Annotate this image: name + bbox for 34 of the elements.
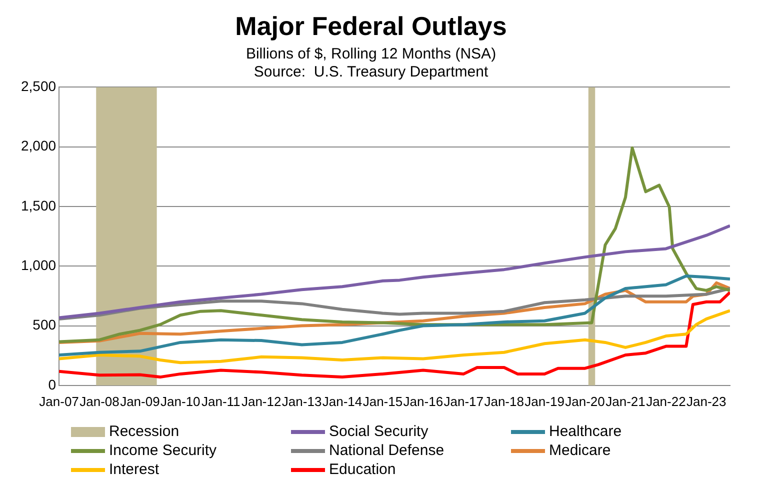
y-tick-label: 2,500 [20, 78, 56, 94]
legend-label: Interest [109, 461, 160, 478]
x-tick-label: Jan-21 [606, 394, 646, 409]
x-tick-label: Jan-07 [39, 394, 79, 409]
x-tick-label: Jan-11 [201, 394, 240, 409]
x-tick-label: Jan-13 [282, 394, 322, 409]
legend-label: Social Security [329, 423, 428, 440]
legend-label: Recession [109, 423, 180, 440]
x-tick-label: Jan-15 [362, 394, 403, 409]
x-tick-label: Jan-19 [524, 394, 564, 409]
x-tick-label: Jan-18 [484, 394, 524, 409]
legend-label: Medicare [549, 442, 611, 459]
y-tick-label: 0 [48, 376, 56, 392]
x-tick-label: Jan-22 [646, 394, 686, 409]
x-tick-label: Jan-09 [120, 394, 160, 409]
y-tick-label: 1,000 [20, 256, 56, 273]
x-tick-label: Jan-10 [160, 394, 200, 409]
chart-title: Major Federal Outlays [235, 10, 507, 41]
y-tick-label: 500 [32, 316, 56, 333]
legend-label: Healthcare [549, 423, 622, 440]
legend-label: Income Security [109, 442, 217, 459]
y-tick-label: 2,000 [20, 138, 56, 154]
x-tick-label: Jan-17 [444, 394, 484, 409]
chart-subtitle: Billions of $, Rolling 12 Months (NSA) [246, 45, 496, 62]
source-note: Source: U.S. Treasury Department [254, 63, 489, 80]
legend-label: Education [329, 461, 396, 478]
x-tick-label: Jan-08 [80, 394, 120, 409]
legend-label: National Defense [329, 442, 444, 459]
y-tick-label: 1,500 [20, 197, 56, 214]
x-tick-label: Jan-23 [686, 394, 726, 409]
x-tick-label: Jan-14 [322, 394, 362, 409]
x-tick-label: Jan-12 [241, 394, 282, 409]
x-tick-label: Jan-16 [403, 394, 444, 409]
x-tick-label: Jan-20 [565, 394, 605, 409]
